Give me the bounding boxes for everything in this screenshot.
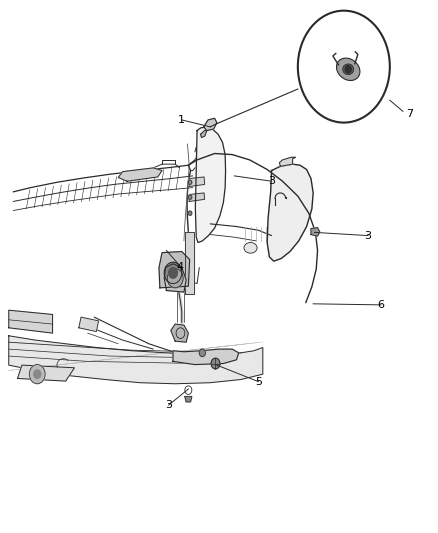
Circle shape [167, 269, 183, 288]
Circle shape [169, 268, 177, 278]
Polygon shape [171, 324, 188, 342]
Text: 1: 1 [178, 115, 185, 125]
Circle shape [345, 66, 351, 73]
Polygon shape [185, 397, 192, 402]
Polygon shape [164, 264, 186, 292]
Text: 3: 3 [364, 231, 371, 240]
Circle shape [29, 365, 45, 384]
Text: 5: 5 [255, 377, 262, 386]
Ellipse shape [244, 243, 257, 253]
Polygon shape [267, 164, 313, 261]
Circle shape [34, 370, 41, 378]
Text: 4: 4 [177, 262, 184, 271]
Circle shape [164, 262, 182, 284]
Polygon shape [189, 177, 205, 187]
Polygon shape [311, 228, 320, 236]
Polygon shape [9, 336, 263, 384]
Polygon shape [18, 365, 74, 381]
Text: 3: 3 [268, 176, 275, 186]
Circle shape [188, 195, 192, 199]
Circle shape [188, 211, 192, 215]
Text: 7: 7 [406, 109, 413, 119]
Ellipse shape [336, 58, 360, 80]
Ellipse shape [343, 64, 354, 75]
Text: 3: 3 [165, 400, 172, 410]
Text: 6: 6 [378, 300, 385, 310]
Polygon shape [204, 118, 217, 131]
Polygon shape [118, 168, 162, 181]
Polygon shape [189, 193, 205, 201]
Circle shape [211, 358, 220, 369]
Polygon shape [173, 349, 239, 365]
Polygon shape [159, 252, 190, 288]
Polygon shape [79, 317, 99, 332]
Polygon shape [279, 157, 296, 166]
Polygon shape [9, 310, 53, 333]
Circle shape [188, 180, 192, 184]
Polygon shape [185, 232, 194, 294]
Polygon shape [195, 127, 226, 243]
Polygon shape [201, 131, 207, 138]
Circle shape [298, 11, 390, 123]
Circle shape [199, 349, 205, 357]
